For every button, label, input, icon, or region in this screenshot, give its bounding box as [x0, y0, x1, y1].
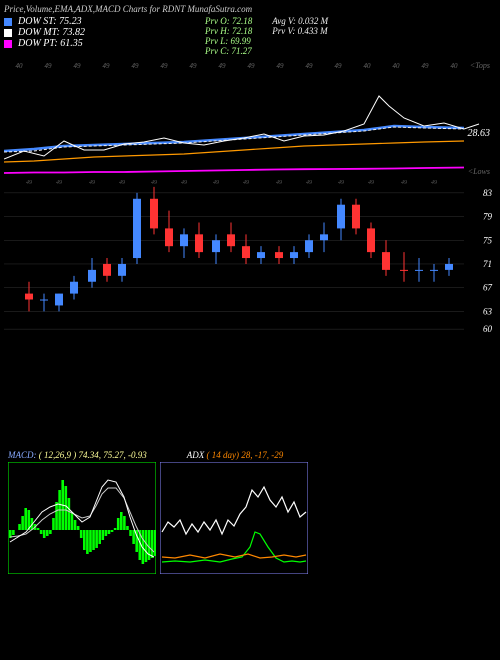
svg-text:49: 49 — [219, 62, 227, 70]
svg-text:<Lows: <Lows — [468, 167, 490, 176]
svg-text:49: 49 — [422, 62, 430, 70]
legend-row: DOW PT: 61.35 — [4, 38, 85, 49]
svg-text:63: 63 — [483, 306, 493, 316]
svg-text:40: 40 — [451, 62, 459, 70]
macd-values: ( 12,26,9 ) 74.34, 75.27, -0.93 — [39, 450, 147, 460]
svg-text:40: 40 — [393, 62, 401, 70]
legend-column: DOW ST: 75.23DOW MT: 73.82DOW PT: 61.35 — [4, 16, 85, 56]
svg-text:49: 49 — [401, 179, 407, 186]
svg-text:49: 49 — [338, 179, 344, 186]
macd-label: MACD: — [8, 450, 37, 460]
legend-row: DOW MT: 73.82 — [4, 27, 85, 38]
svg-text:49: 49 — [335, 62, 343, 70]
svg-text:49: 49 — [243, 179, 249, 186]
svg-text:71: 71 — [483, 259, 492, 269]
indicator-labels: MACD: ( 12,26,9 ) 74.34, 75.27, -0.93 AD… — [8, 450, 496, 460]
svg-text:49: 49 — [276, 179, 282, 186]
svg-text:49: 49 — [306, 62, 314, 70]
adx-values: ( 14 day) 28, -17, -29 — [207, 450, 284, 460]
svg-text:49: 49 — [74, 62, 82, 70]
legend-row: DOW ST: 75.23 — [4, 16, 85, 27]
svg-text:83: 83 — [483, 188, 493, 198]
svg-text:49: 49 — [151, 179, 157, 186]
svg-text:49: 49 — [190, 62, 198, 70]
svg-text:40: 40 — [16, 62, 24, 70]
svg-text:49: 49 — [213, 179, 219, 186]
svg-text:67: 67 — [483, 283, 493, 293]
svg-text:49: 49 — [277, 62, 285, 70]
svg-text:75: 75 — [483, 235, 493, 245]
svg-text:49: 49 — [89, 179, 95, 186]
candlestick-chart: 83 79 75 71 67 63 60 49 49 49 49 49 49 49 49 49 49 49 49 49… — [4, 176, 496, 346]
svg-text:49: 49 — [119, 179, 125, 186]
svg-text:49: 49 — [56, 179, 62, 186]
svg-text:49: 49 — [181, 179, 187, 186]
header-data-columns: Prv O: 72.18Prv H: 72.18Prv L: 69.99Prv … — [205, 16, 328, 56]
svg-text:<Tops: <Tops — [470, 61, 490, 70]
svg-text:79: 79 — [483, 212, 493, 222]
svg-text:40: 40 — [364, 62, 372, 70]
adx-panel — [160, 462, 308, 574]
svg-text:49: 49 — [368, 179, 374, 186]
adx-label: ADX — [187, 450, 205, 460]
svg-text:49: 49 — [26, 179, 32, 186]
svg-text:49: 49 — [248, 62, 256, 70]
svg-text:49: 49 — [45, 62, 53, 70]
macd-panel — [8, 462, 156, 574]
svg-text:28.63: 28.63 — [468, 128, 491, 139]
svg-text:49: 49 — [431, 179, 437, 186]
svg-text:49: 49 — [161, 62, 169, 70]
svg-text:49: 49 — [103, 62, 111, 70]
svg-text:49: 49 — [132, 62, 140, 70]
svg-text:60: 60 — [483, 324, 493, 334]
svg-text:49: 49 — [306, 179, 312, 186]
upper-line-chart: 40 49 49 49 49 49 49 49 49 49 49 49 40 40 49 40 <Tops <Lo… — [4, 56, 496, 176]
chart-title: Price,Volume,EMA,ADX,MACD Charts for RDN… — [4, 4, 496, 14]
